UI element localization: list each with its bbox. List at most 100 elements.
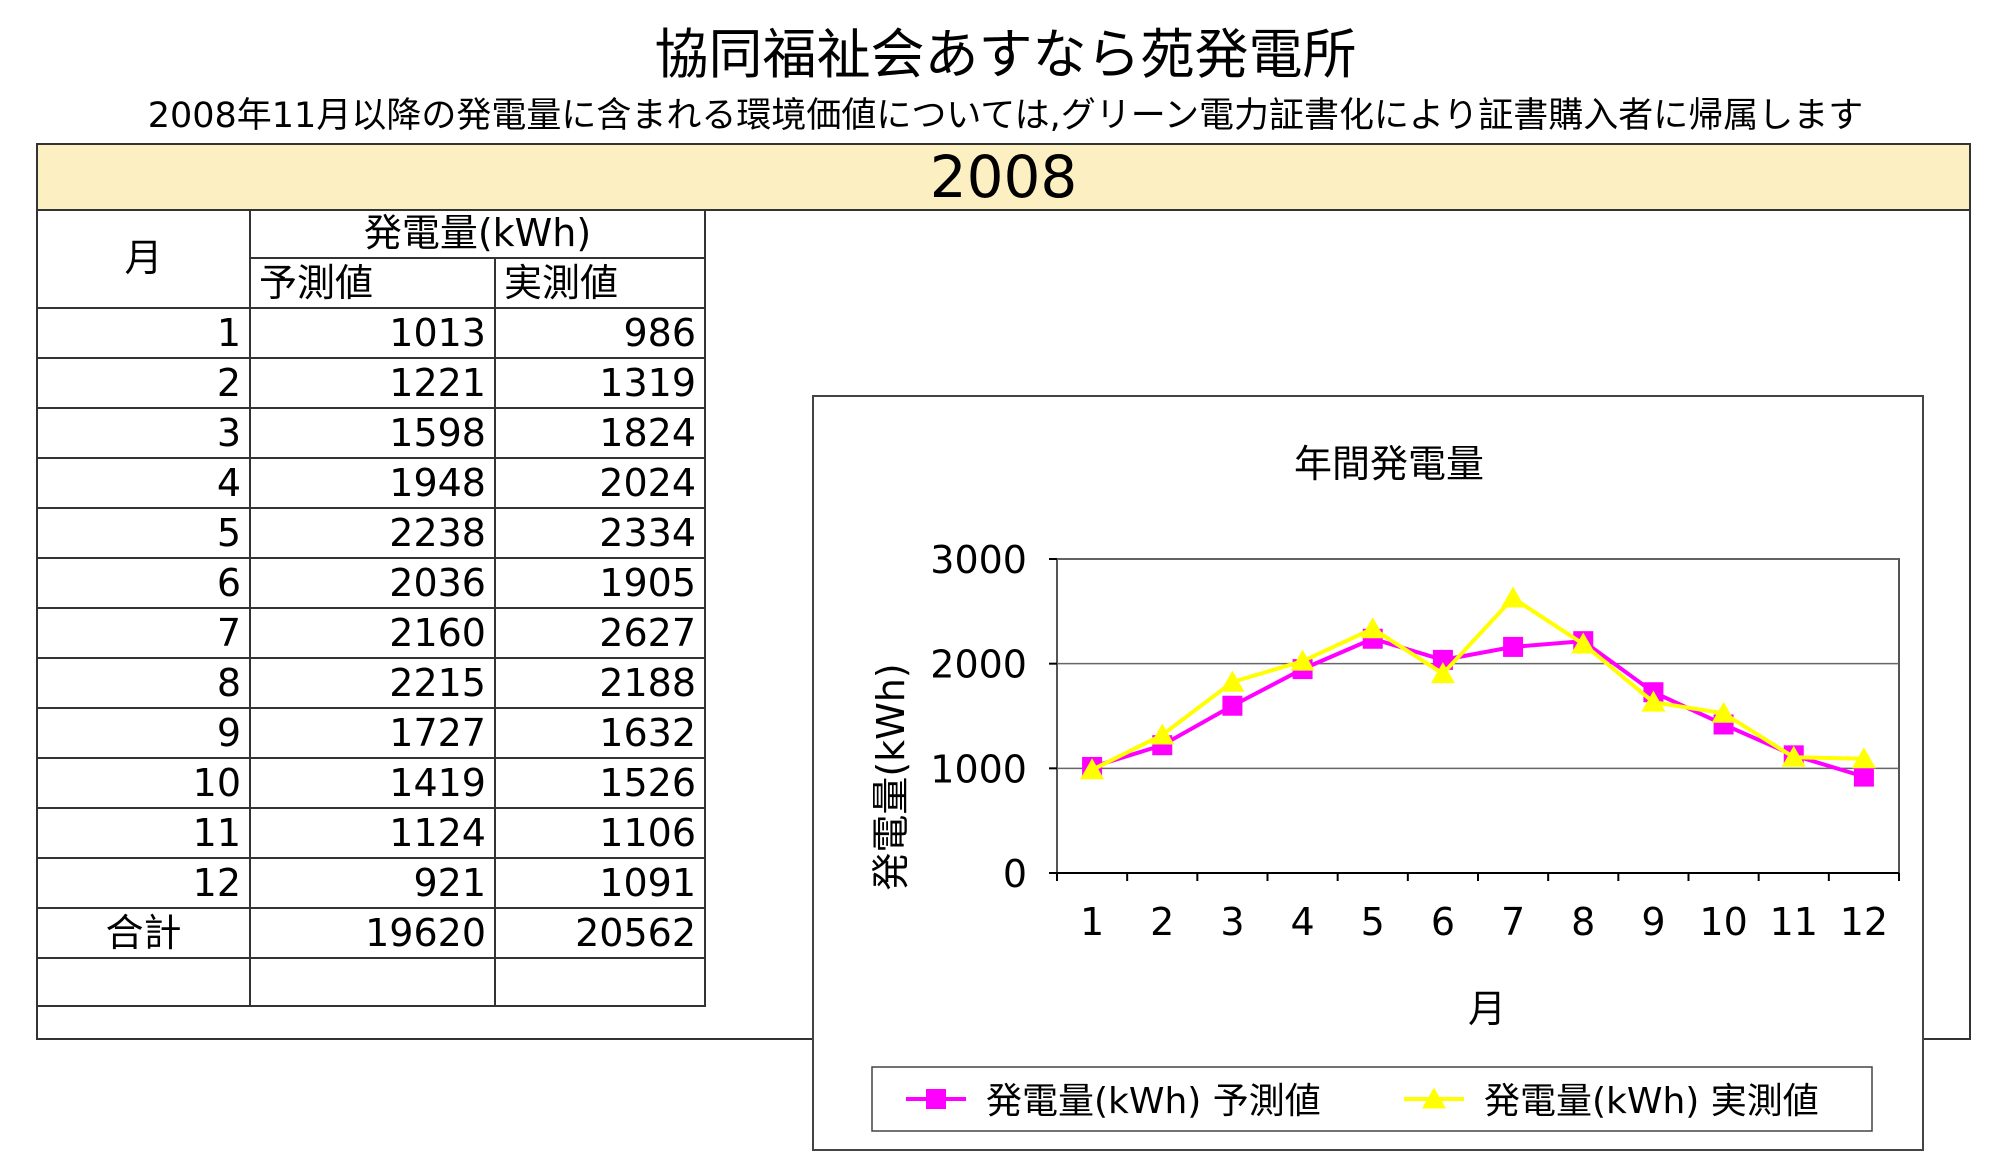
forecast-cell: 1598: [249, 407, 496, 459]
table-row: 9 1727 1632: [38, 707, 707, 759]
data-point: [1150, 723, 1175, 745]
total-label: 合計: [38, 907, 251, 959]
series-line: [1091, 636, 1865, 779]
empty-cell: [38, 957, 251, 1007]
legend-label: 発電量(kWh) 実測値: [1484, 1081, 1819, 1122]
x-tick-label: 7: [1501, 900, 1525, 944]
forecast-header: 予測値: [250, 257, 496, 309]
actual-header: 実測値: [493, 257, 707, 309]
year-banner: 2008: [38, 145, 1969, 211]
table-row: 1 1013 986: [38, 307, 707, 359]
x-axis-label: 月: [1468, 987, 1506, 1031]
actual-cell: 1526: [493, 757, 707, 809]
table-row: 5 2238 2334: [38, 507, 707, 559]
table-row: 8 2215 2188: [38, 657, 707, 709]
x-tick-label: 11: [1770, 900, 1818, 944]
data-point: [1641, 690, 1666, 712]
total-forecast-cell: 19620: [249, 907, 496, 959]
actual-cell: 1905: [493, 557, 707, 609]
forecast-cell: 2160: [249, 607, 496, 659]
table-row: 2 1221 1319: [38, 357, 707, 409]
actual-cell: 2024: [493, 457, 707, 509]
actual-cell: 1632: [493, 707, 707, 759]
legend-label: 発電量(kWh) 予測値: [986, 1081, 1321, 1122]
month-cell: 9: [38, 707, 251, 759]
data-point: [1503, 636, 1524, 657]
data-point: [1080, 758, 1105, 780]
actual-cell: 1091: [493, 857, 707, 909]
generation-table: 月 発電量(kWh) 予測値 実測値 1 1013 986 2 1221 1319 3 159…: [38, 209, 707, 1007]
forecast-cell: 1221: [249, 357, 496, 409]
table-row: 3 1598 1824: [38, 407, 707, 459]
month-cell: 10: [38, 757, 251, 809]
data-point: [1430, 662, 1455, 684]
actual-cell: 1106: [493, 807, 707, 859]
x-tick-label: 4: [1290, 900, 1314, 944]
actual-cell: 2627: [493, 607, 707, 659]
data-point: [1360, 617, 1385, 639]
table-row: 4 1948 2024: [38, 457, 707, 509]
forecast-cell: 1948: [249, 457, 496, 509]
forecast-cell: 1727: [249, 707, 496, 759]
empty-cell: [493, 957, 707, 1007]
month-cell: 3: [38, 407, 251, 459]
x-tick-label: 2: [1150, 900, 1174, 944]
forecast-cell: 921: [249, 857, 496, 909]
data-point: [1290, 649, 1315, 671]
x-tick-label: 3: [1220, 900, 1244, 944]
month-cell: 11: [38, 807, 251, 859]
forecast-cell: 2036: [249, 557, 496, 609]
data-point: [1851, 747, 1876, 769]
actual-cell: 1319: [493, 357, 707, 409]
data-point: [1222, 695, 1243, 716]
x-tick-label: 12: [1840, 900, 1888, 944]
chart-legend: 発電量(kWh) 予測値 発電量(kWh) 実測値: [871, 1066, 1873, 1132]
table-row: 7 2160 2627: [38, 607, 707, 659]
table-row: 12 921 1091: [38, 857, 707, 909]
x-tick-label: 9: [1641, 900, 1665, 944]
page-subtitle: 2008年11月以降の発電量に含まれる環境価値については,グリーン電力証書化によ…: [147, 96, 1864, 136]
chart-title: 年間発電量: [1294, 442, 1484, 486]
month-cell: 1: [38, 307, 251, 359]
page-title: 協同福祉会あすなら苑発電所: [654, 23, 1357, 86]
actual-cell: 2188: [493, 657, 707, 709]
month-cell: 7: [38, 607, 251, 659]
month-cell: 4: [38, 457, 251, 509]
y-tick-label: 0: [1003, 852, 1027, 896]
total-row: 合計 19620 20562: [38, 907, 707, 959]
empty-cell: [249, 957, 496, 1007]
empty-row: [38, 957, 707, 1007]
month-cell: 6: [38, 557, 251, 609]
data-point: [1853, 766, 1874, 787]
annual-generation-chart: 年間発電量 0 1000 2000 3000 1 2 3 4 5 6 7 8 9 10 11 12 発電量(k…: [812, 395, 1924, 1151]
month-cell: 2: [38, 357, 251, 409]
actual-cell: 2334: [493, 507, 707, 559]
actual-cell: 986: [493, 307, 707, 359]
data-point: [1571, 632, 1596, 654]
month-cell: 8: [38, 657, 251, 709]
x-tick-label: 6: [1431, 900, 1455, 944]
data-point: [1501, 586, 1526, 608]
table-row: 11 1124 1106: [38, 807, 707, 859]
x-tick-label: 5: [1361, 900, 1385, 944]
table-row: 10 1419 1526: [38, 757, 707, 809]
data-point: [1432, 649, 1453, 670]
report-frame: 2008 月 発電量(kWh) 予測値 実測値 1 1013 986 2 1221 131…: [36, 143, 1971, 1151]
forecast-cell: 2215: [249, 657, 496, 709]
series-actual: [1080, 586, 1876, 780]
forecast-cell: 1013: [249, 307, 496, 359]
forecast-cell: 2238: [249, 507, 496, 559]
x-tick-label: 1: [1080, 900, 1104, 944]
data-point: [1781, 745, 1806, 767]
total-actual-cell: 20562: [493, 907, 707, 959]
y-tick-label: 1000: [930, 747, 1027, 791]
table-row: 6 2036 1905: [38, 557, 707, 609]
x-tick-label: 10: [1699, 900, 1747, 944]
y-tick-label: 2000: [930, 643, 1027, 687]
series-line: [1091, 595, 1864, 772]
generation-group-header: 発電量(kWh): [248, 209, 707, 259]
y-axis-label: 発電量(kWh): [869, 663, 913, 890]
actual-cell: 1824: [493, 407, 707, 459]
month-cell: 5: [38, 507, 251, 559]
